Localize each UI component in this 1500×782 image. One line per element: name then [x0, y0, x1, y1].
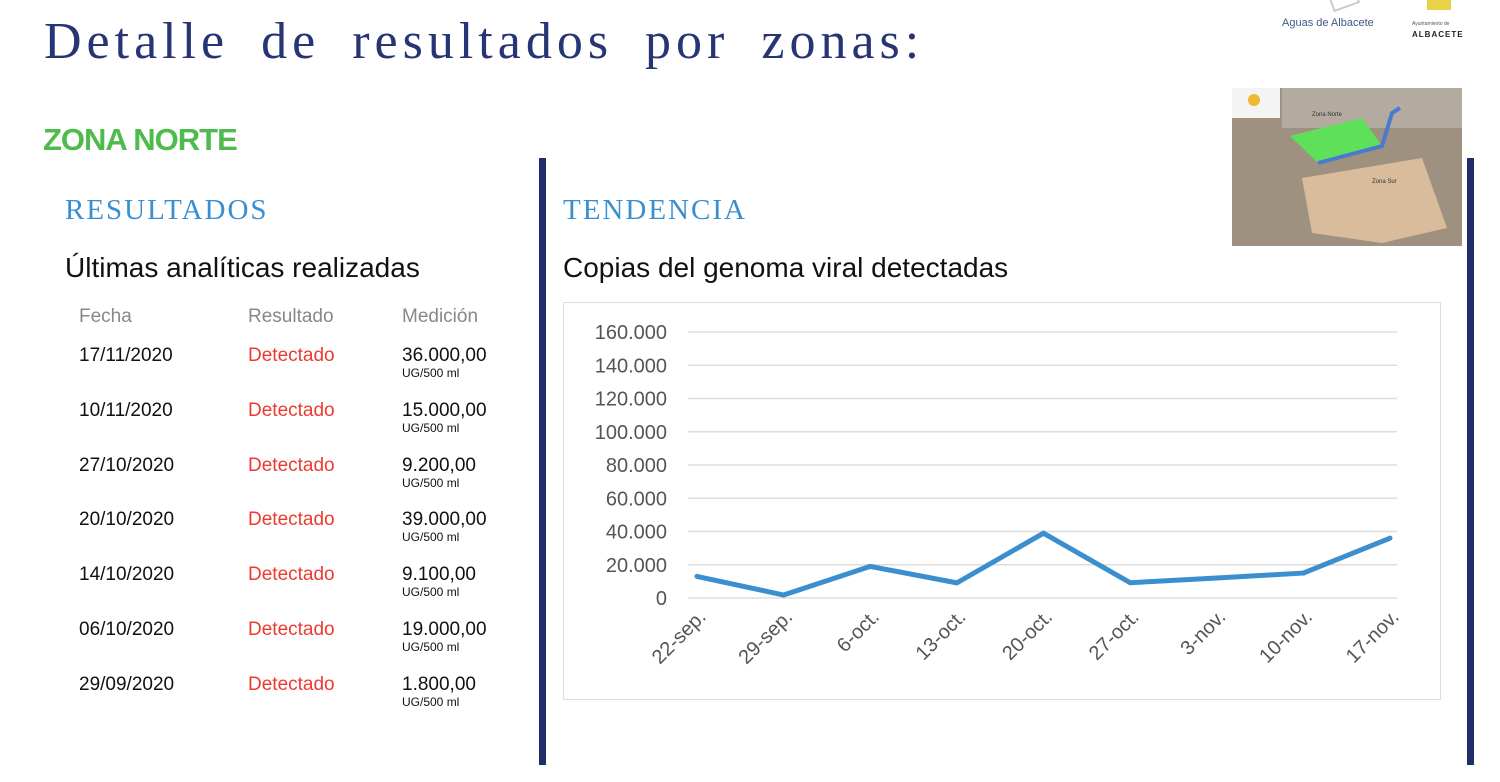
row-value: 19.000,00 [402, 619, 487, 640]
table-row: 17/11/2020 Detectado 36.000,00 UG/500 ml [0, 345, 520, 400]
divider-left [539, 158, 546, 765]
row-result: Detectado [248, 673, 335, 695]
aguas-logo: Aguas de Albacete [1280, 0, 1400, 36]
row-date: 06/10/2020 [79, 619, 175, 640]
x-tick-label: 6-oct. [833, 606, 884, 657]
map-label-sur: Zona Sur [1372, 179, 1397, 185]
ayuntamiento-logo: Ayuntamiento de ALBACETE [1410, 0, 1470, 42]
table-row: 06/10/2020 Detectado 19.000,00 UG/500 ml [0, 619, 520, 674]
y-tick-label: 60.000 [606, 488, 667, 510]
row-unit: UG/500 ml [402, 640, 460, 654]
y-tick-label: 40.000 [606, 522, 667, 544]
row-result: Detectado [248, 399, 335, 421]
y-tick-label: 100.000 [595, 422, 667, 444]
y-tick-label: 140.000 [595, 355, 667, 377]
data-point [867, 563, 873, 569]
row-value: 36.000,00 [402, 345, 487, 366]
table-row: 29/09/2020 Detectado 1.800,00 UG/500 ml [0, 674, 520, 729]
y-tick-label: 160.000 [595, 322, 667, 344]
table-row: 20/10/2020 Detectado 39.000,00 UG/500 ml [0, 509, 520, 564]
y-tick-label: 20.000 [606, 555, 667, 577]
data-point [781, 592, 787, 598]
page-title: Detalle de resultados por zonas: [44, 13, 925, 70]
row-date: 20/10/2020 [79, 509, 175, 531]
trend-chart [563, 302, 1441, 700]
row-unit: UG/500 ml [402, 530, 460, 545]
row-result: Detectado [248, 564, 335, 586]
row-value: 15.000,00 [402, 399, 487, 421]
divider-right [1467, 158, 1474, 765]
row-unit: UG/500 ml [402, 694, 460, 709]
table-row: 10/11/2020 Detectado 15.000,00 UG/500 ml [0, 400, 520, 455]
row-result: Detectado [248, 345, 335, 366]
data-point [1387, 535, 1393, 541]
row-unit: UG/500 ml [402, 475, 460, 490]
results-section-title: RESULTADOS [65, 194, 269, 226]
x-tick-label: 3-nov. [1176, 606, 1230, 660]
col-header-measure: Medición [402, 306, 479, 327]
coat-of-arms-icon [1427, 0, 1451, 10]
ayto-small-text: Ayuntamiento de [1412, 21, 1450, 27]
row-result: Detectado [248, 619, 335, 640]
x-tick-label: 29-sep. [734, 606, 797, 669]
row-date: 17/11/2020 [79, 345, 173, 366]
row-value: 9.200,00 [402, 454, 476, 476]
row-result: Detectado [248, 454, 335, 476]
y-tick-label: 0 [656, 588, 667, 610]
row-unit: UG/500 ml [402, 420, 460, 435]
aguas-logo-text: Aguas de Albacete [1282, 17, 1374, 29]
results-subtitle: Últimas analíticas realizadas [65, 252, 420, 283]
data-point [1127, 580, 1133, 586]
row-unit: UG/500 ml [402, 366, 460, 380]
y-tick-label: 80.000 [606, 455, 667, 477]
x-tick-label: 20-oct. [998, 606, 1057, 665]
map-label-norte: Zona Norte [1312, 112, 1343, 118]
col-header-date: Fecha [79, 306, 132, 327]
row-date: 29/09/2020 [79, 673, 175, 695]
x-tick-label: 22-sep. [648, 606, 711, 669]
row-value: 9.100,00 [402, 564, 476, 586]
col-header-result: Resultado [248, 306, 334, 327]
data-point [1300, 570, 1306, 576]
x-tick-label: 13-oct. [912, 606, 971, 665]
x-tick-label: 17-nov. [1342, 606, 1404, 668]
row-date: 27/10/2020 [79, 454, 175, 476]
row-value: 39.000,00 [402, 509, 487, 531]
ayto-text: ALBACETE [1412, 30, 1464, 39]
zone-map-image: Zona Norte Zona Sur [1232, 88, 1462, 246]
trend-subtitle: Copias del genoma viral detectadas [563, 252, 1009, 283]
row-result: Detectado [248, 509, 335, 531]
x-tick-label: 10-nov. [1255, 606, 1317, 668]
trend-section-title: TENDENCIA [563, 194, 747, 226]
data-point [1041, 530, 1046, 536]
x-tick-label: 27-oct. [1085, 606, 1144, 665]
row-value: 1.800,00 [402, 673, 476, 695]
row-date: 10/11/2020 [79, 399, 173, 421]
y-tick-label: 120.000 [595, 389, 667, 411]
row-unit: UG/500 ml [402, 585, 460, 600]
row-date: 14/10/2020 [79, 564, 175, 586]
data-point [694, 573, 700, 579]
data-point [954, 580, 960, 586]
table-row: 14/10/2020 Detectado 9.100,00 UG/500 ml [0, 564, 520, 619]
table-row: 27/10/2020 Detectado 9.200,00 UG/500 ml [0, 455, 520, 510]
zone-title: ZONA NORTE [43, 122, 238, 157]
data-point [1214, 575, 1220, 581]
